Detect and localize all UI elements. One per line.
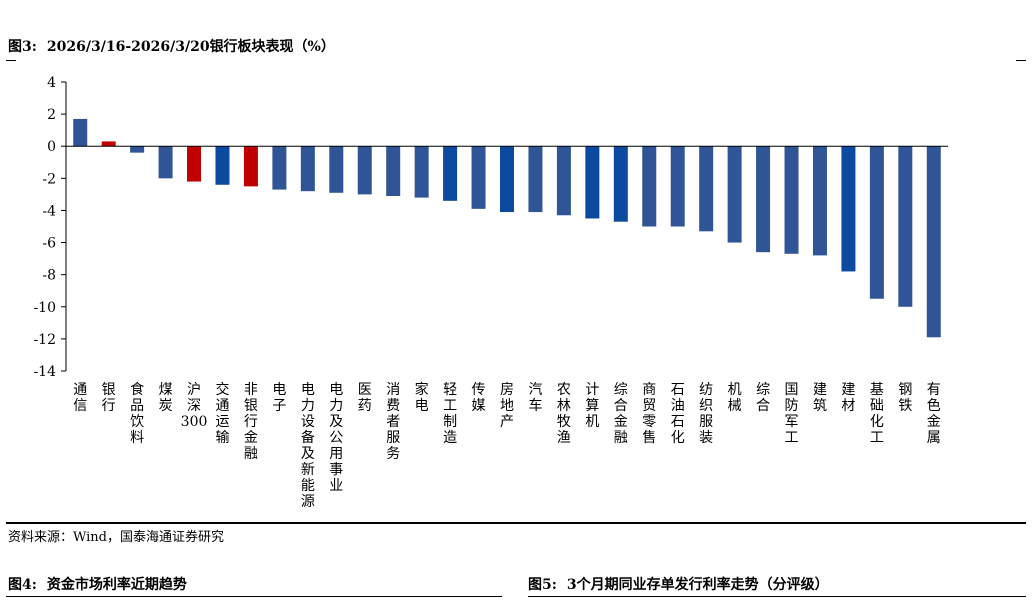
x-tick-label: 计算机 [585, 382, 599, 430]
source-rule [6, 522, 1026, 524]
bar [300, 146, 315, 192]
x-tick-label: 石油石化 [671, 382, 685, 446]
bar [158, 146, 173, 179]
bar [243, 146, 258, 187]
bar [812, 146, 827, 256]
bar [841, 146, 856, 272]
bar [556, 146, 571, 216]
x-tick-label: 电子 [272, 382, 286, 414]
x-tick-label: 房地产 [500, 382, 514, 430]
y-tick-label: -10 [33, 300, 56, 316]
figure-4-title: 图4: 资金市场利率近期趋势 [8, 574, 187, 594]
bar [898, 146, 913, 307]
bar [528, 146, 543, 213]
x-tick-label: 机械 [728, 382, 742, 414]
bar [101, 141, 116, 147]
bar [926, 146, 941, 338]
bar [471, 146, 486, 209]
figure-5-title-text: 3个月期同业存单发行利率走势（分评级） [566, 577, 829, 593]
bar [414, 146, 429, 198]
x-tick-label: 通信 [73, 382, 87, 414]
x-tick-label: 家电 [415, 381, 429, 414]
x-tick-label: 煤炭 [159, 382, 173, 414]
y-tick-label: -12 [33, 332, 56, 348]
y-tick-label: 0 [47, 139, 56, 155]
x-tick-label: 食品饮料 [130, 381, 144, 446]
x-tick-label: 钢铁 [898, 382, 912, 414]
x-tick-label: 电力设备及新能源 [301, 382, 315, 510]
x-tick-label: 非银行金融 [244, 382, 258, 462]
title-left-mark [6, 60, 16, 61]
y-tick-label: -4 [42, 203, 56, 219]
bar [670, 146, 685, 227]
bar [756, 146, 771, 253]
y-tick-label: -8 [42, 268, 56, 284]
x-tick-label: 传媒 [472, 382, 486, 414]
x-tick-label: 电力及公用事业 [329, 382, 343, 494]
bar [187, 146, 202, 182]
x-tick-label: 汽车 [528, 382, 542, 414]
figure-5-title: 图5: 3个月期同业存单发行利率走势（分评级） [528, 574, 829, 594]
x-tick-label: 轻工制造 [443, 382, 457, 446]
bar [500, 146, 514, 213]
bar [443, 146, 458, 201]
bar [130, 146, 145, 153]
x-tick-label: 沪深 300 [181, 382, 208, 430]
figure-5-number: 图5: [528, 577, 557, 593]
title-right-mark [1016, 60, 1026, 61]
figure-4-number: 图4: [8, 577, 37, 593]
x-tick-label: 基础化工 [870, 381, 884, 446]
bar [613, 146, 628, 222]
x-tick-label: 建材 [841, 382, 855, 414]
figure-4-rule [6, 596, 502, 597]
y-tick-label: -2 [42, 171, 56, 187]
bar [869, 146, 884, 299]
x-tick-label: 国防军工 [785, 382, 799, 446]
bar [784, 146, 799, 254]
x-tick-label: 建筑 [813, 382, 827, 414]
figure-4-title-text: 资金市场利率近期趋势 [46, 577, 187, 593]
x-tick-label: 交通运输 [215, 381, 229, 446]
figure-5-rule [528, 596, 1026, 597]
figure-title: 图3: 2026/3/16-2026/3/20银行板块表现（%） [8, 36, 335, 56]
x-tick-label: 医药 [358, 382, 372, 414]
x-tick-label: 纺织服装 [699, 382, 713, 446]
y-tick-label: -14 [33, 364, 56, 380]
bar [272, 146, 287, 190]
bar [585, 146, 600, 219]
bar [699, 146, 714, 232]
y-tick-label: -6 [42, 236, 56, 252]
bar [73, 118, 88, 147]
x-tick-label: 银行 [102, 382, 116, 414]
bar [215, 146, 230, 185]
bar [727, 146, 742, 243]
figure-number: 图3: [8, 39, 37, 55]
bar [642, 146, 657, 227]
y-tick-label: 2 [47, 107, 56, 123]
x-tick-label: 有色金属 [927, 382, 941, 446]
x-tick-label: 消费者服务 [386, 382, 400, 462]
x-tick-label: 商贸零售 [642, 382, 656, 446]
source-note: 资料来源：Wind，国泰海通证券研究 [8, 530, 224, 545]
x-tick-label: 综合金融 [614, 382, 628, 446]
bar [329, 146, 344, 193]
x-tick-label: 农林牧渔 [557, 382, 571, 446]
bar [386, 146, 401, 196]
y-tick-label: 4 [47, 75, 56, 91]
x-tick-label: 综合 [756, 382, 770, 414]
figure-title-text: 2026/3/16-2026/3/20银行板块表现（%） [46, 39, 335, 55]
bar [357, 146, 372, 195]
